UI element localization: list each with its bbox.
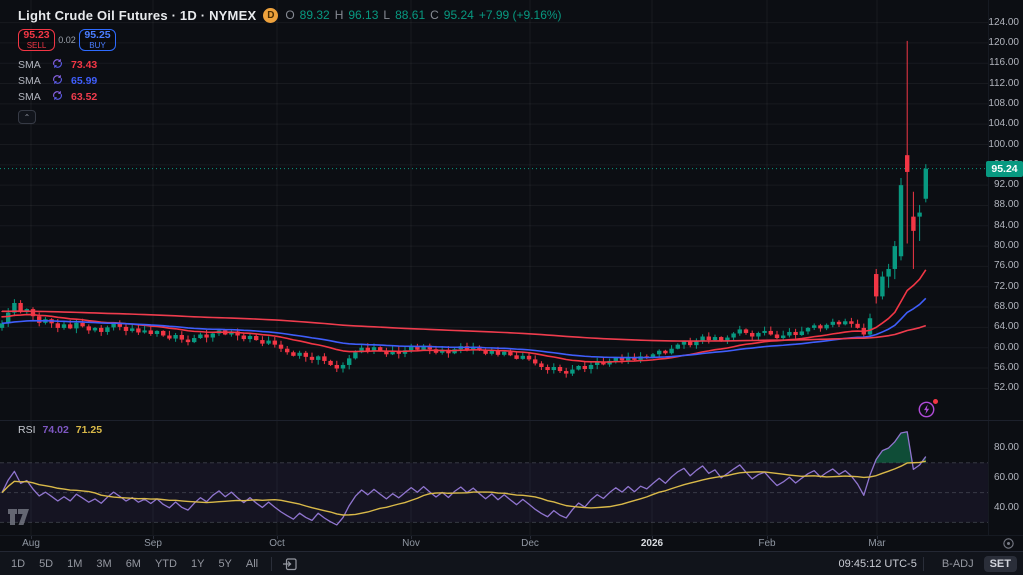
pane-divider[interactable] [0, 420, 1023, 421]
price-axis-label: 52.00 [993, 382, 1019, 394]
time-axis-tick [877, 536, 878, 539]
time-axis-tick [652, 536, 653, 539]
time-axis-label: Feb [758, 538, 776, 549]
time-axis-tick [767, 536, 768, 539]
price-axis-label: 112.00 [989, 77, 1019, 89]
time-axis-label: Oct [269, 538, 285, 549]
price-axis-label: 120.00 [988, 36, 1019, 48]
time-axis-label: Nov [402, 538, 420, 549]
rsi-axis-label: 60.00 [993, 471, 1019, 483]
time-axis-tick [411, 536, 412, 539]
legend: Light Crude Oil Futures · 1D · NYMEX D O… [18, 6, 562, 124]
sma-row[interactable]: SMA 63.52 [18, 90, 98, 104]
price-axis[interactable]: 95.24 52.00 56.00 60.00 64.00 68.00 72.00 76.0… [986, 0, 1023, 535]
rsi-legend[interactable]: RSI 74.02 71.25 [18, 424, 103, 436]
calendar-arrow-icon [283, 557, 297, 570]
trade-panel: 95.23 SELL 0.02 95.25 BUY [18, 29, 562, 51]
chevron-up-icon: ⌃ [23, 112, 31, 122]
sma-sync-icon [52, 74, 63, 88]
legend-collapse-button[interactable]: ⌃ [18, 110, 36, 124]
last-price-badge: 95.24 [986, 160, 1023, 177]
time-axis-tick [277, 536, 278, 539]
range-5y[interactable]: 5Y [218, 557, 232, 570]
price-axis-label: 108.00 [988, 97, 1019, 109]
time-axis-tick [31, 536, 32, 539]
ohlc-values: O 89.32 H 96.13 L 88.61 C 95.24 +7.99 (+9.16… [285, 8, 562, 22]
time-axis-label: 2026 [640, 538, 664, 549]
clock-label[interactable]: 09:45:12 UTC-5 [838, 557, 917, 570]
price-axis-label: 56.00 [993, 362, 1019, 374]
price-axis-label: 80.00 [993, 240, 1019, 252]
session-circle-icon[interactable] [1002, 537, 1015, 555]
range-ytd[interactable]: YTD [154, 557, 177, 570]
price-axis-label: 100.00 [988, 138, 1019, 150]
price-axis-label: 60.00 [993, 341, 1019, 353]
sma-row[interactable]: SMA 73.43 [18, 58, 98, 72]
chart-area[interactable] [0, 0, 988, 535]
price-axis-label: 64.00 [993, 321, 1019, 333]
toolbar-divider [922, 556, 924, 571]
price-axis-label: 124.00 [988, 16, 1019, 28]
notification-dot [933, 399, 938, 404]
range-3m[interactable]: 3M [96, 557, 112, 570]
range-1y[interactable]: 1Y [190, 557, 205, 570]
lightning-icon [918, 401, 935, 418]
price-chart-svg[interactable] [0, 0, 988, 535]
rsi-axis-label: 80.00 [993, 441, 1019, 453]
range-all[interactable]: All [245, 557, 259, 570]
time-axis-label: Aug [22, 538, 40, 549]
price-axis-label: 92.00 [993, 179, 1019, 191]
buy-button[interactable]: 95.25 BUY [79, 29, 116, 51]
time-axis-tick [530, 536, 531, 539]
time-axis-label: Dec [521, 538, 539, 549]
rsi-axis-label: 40.00 [993, 501, 1019, 513]
price-axis-label: 88.00 [993, 199, 1019, 211]
time-axis[interactable]: Aug Sep Oct Nov Dec 2026 Feb Mar [0, 535, 1023, 551]
price-axis-label: 84.00 [993, 219, 1019, 231]
change-value: +7.99 (+9.16%) [478, 8, 562, 22]
range-tabs: 1D 5D 1M 3M 6M YTD 1Y 5Y All [0, 556, 265, 572]
symbol-title[interactable]: Light Crude Oil Futures · 1D · NYMEX [18, 7, 257, 23]
sma-sync-icon [52, 58, 63, 72]
indicator-legend: SMA 73.43 SMA 65.99 SMA 63.52 [18, 57, 562, 105]
price-axis-label: 72.00 [993, 280, 1019, 292]
bottom-toolbar: 1D 5D 1M 3M 6M YTD 1Y 5Y All 09:45:12 UT… [0, 551, 1023, 575]
goto-date-button[interactable] [278, 556, 302, 572]
interval-badge[interactable]: D [263, 7, 279, 23]
sma-row[interactable]: SMA 65.99 [18, 74, 98, 88]
sell-button[interactable]: 95.23 SELL [18, 29, 55, 51]
range-1m[interactable]: 1M [67, 557, 83, 570]
market-status-icon[interactable] [917, 399, 939, 420]
toolbar-divider [271, 556, 273, 571]
price-axis-label: 76.00 [993, 260, 1019, 272]
adjust-toggle[interactable]: B-ADJ [941, 557, 974, 570]
toolbar-right: 09:45:12 UTC-5 B-ADJ SET [838, 555, 1023, 572]
time-axis-label: Sep [144, 538, 162, 549]
range-6m[interactable]: 6M [125, 557, 141, 570]
price-axis-label: 68.00 [993, 301, 1019, 313]
price-axis-label: 104.00 [988, 118, 1019, 130]
range-1d[interactable]: 1D [11, 557, 26, 570]
sma-sync-icon [52, 90, 63, 104]
tradingview-logo [8, 504, 38, 533]
time-axis-tick [153, 536, 154, 539]
time-axis-label: Mar [868, 538, 886, 549]
range-5d[interactable]: 5D [39, 557, 54, 570]
spread-value: 0.02 [58, 35, 76, 45]
settlement-toggle[interactable]: SET [983, 555, 1017, 572]
price-axis-label: 116.00 [989, 57, 1019, 69]
